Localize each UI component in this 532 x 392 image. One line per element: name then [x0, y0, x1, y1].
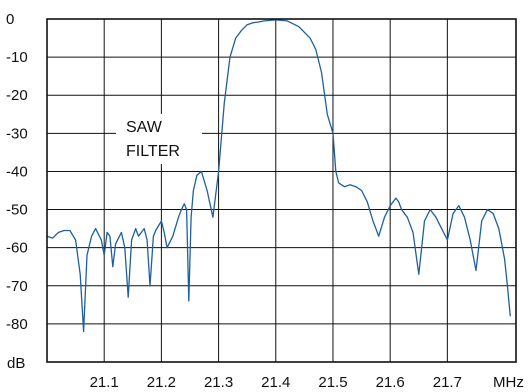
x-tick-label: 21.3: [204, 374, 233, 391]
x-tick-label: 21.5: [318, 374, 347, 391]
annotation-line-1: SAW: [126, 119, 163, 136]
filter-response-line: [46, 19, 511, 333]
x-tick-label: 21.7: [433, 374, 462, 391]
y-tick-label: -10: [6, 49, 28, 66]
y-tick-label: -70: [6, 278, 28, 295]
y-axis-label: dB: [7, 355, 25, 372]
x-axis-label: MHz: [493, 374, 524, 391]
y-tick-label: -50: [6, 202, 28, 219]
y-tick-label: -30: [6, 125, 28, 142]
x-tick-label: 21.4: [261, 374, 290, 391]
x-tick-labels: 21.1 21.2 21.3 21.4 21.5 21.6 21.7: [90, 374, 462, 391]
y-tick-label: -40: [6, 163, 28, 180]
y-tick-label: -60: [6, 240, 28, 257]
y-tick-label: -20: [6, 87, 28, 104]
gridlines: [47, 19, 516, 362]
x-tick-label: 21.2: [147, 374, 176, 391]
annotation-line-2: FILTER: [126, 143, 180, 160]
annotation-background: [116, 114, 202, 164]
x-tick-label: 21.6: [376, 374, 405, 391]
y-tick-label: -80: [6, 316, 28, 333]
y-tick-labels: 0 -10 -20 -30 -40 -50 -60 -70 -80: [6, 11, 28, 333]
y-tick-label: 0: [6, 11, 14, 28]
x-tick-label: 21.1: [90, 374, 119, 391]
plot-frame: [46, 18, 517, 363]
